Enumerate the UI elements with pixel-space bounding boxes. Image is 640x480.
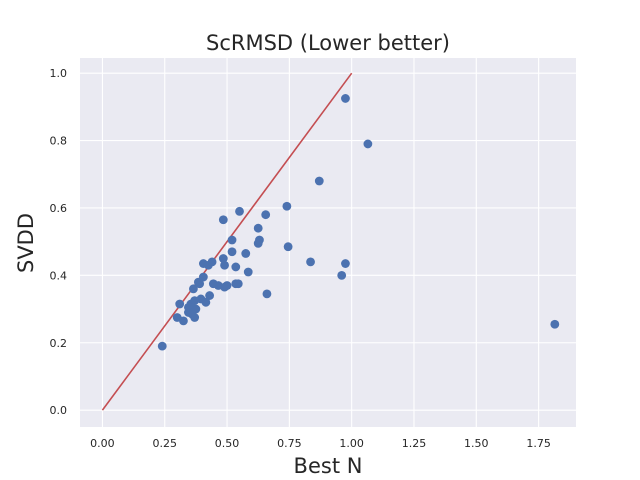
data-point bbox=[218, 254, 228, 263]
data-point bbox=[341, 259, 350, 268]
data-point bbox=[306, 257, 315, 267]
data-point bbox=[220, 260, 229, 270]
data-point bbox=[175, 299, 185, 309]
data-point bbox=[241, 249, 251, 258]
data-point bbox=[283, 242, 293, 252]
y-tick-labels: 0.0 0.2 0.4 0.6 0.8 1.0 bbox=[50, 67, 68, 417]
y-tick-label: 0.0 bbox=[50, 404, 68, 417]
data-point bbox=[201, 297, 211, 307]
y-tick-label: 0.8 bbox=[50, 135, 68, 148]
data-point bbox=[179, 316, 188, 326]
data-point bbox=[227, 235, 237, 245]
data-point bbox=[189, 284, 198, 294]
x-tick-labels: 0.00 0.25 0.50 0.75 1.00 1.25 1.50 1.75 bbox=[90, 437, 551, 450]
plot-area bbox=[80, 58, 576, 427]
data-point bbox=[253, 223, 263, 233]
data-point bbox=[207, 257, 217, 267]
x-tick-label: 0.50 bbox=[215, 437, 240, 450]
data-point bbox=[243, 267, 253, 277]
x-tick-label: 1.75 bbox=[526, 437, 551, 450]
x-axis-label: Best N bbox=[294, 454, 363, 478]
y-tick-label: 0.6 bbox=[50, 202, 68, 215]
data-point bbox=[341, 94, 350, 103]
data-point bbox=[363, 139, 373, 149]
data-point bbox=[218, 215, 228, 225]
x-tick-label: 1.50 bbox=[464, 437, 489, 450]
x-tick-label: 0.75 bbox=[277, 437, 302, 450]
data-point bbox=[233, 279, 243, 289]
reference-line bbox=[101, 72, 353, 411]
y-tick-label: 0.2 bbox=[50, 337, 68, 350]
data-point bbox=[190, 313, 200, 322]
data-point bbox=[198, 272, 208, 282]
data-point bbox=[191, 304, 201, 314]
data-point bbox=[195, 279, 205, 289]
data-point bbox=[205, 291, 215, 300]
x-tick-label: 0.25 bbox=[152, 437, 177, 450]
data-point bbox=[314, 176, 324, 186]
data-point bbox=[235, 206, 244, 216]
y-tick-label: 1.0 bbox=[50, 67, 68, 80]
reference-line-group bbox=[101, 72, 353, 411]
y-tick-label: 0.4 bbox=[50, 269, 68, 282]
x-tick-label: 1.00 bbox=[339, 437, 364, 450]
x-tick-label: 0.00 bbox=[90, 437, 115, 450]
data-point bbox=[550, 319, 560, 329]
x-tick-label: 1.25 bbox=[402, 437, 427, 450]
data-point bbox=[227, 247, 237, 257]
data-point bbox=[262, 289, 272, 299]
data-points bbox=[157, 94, 560, 351]
data-point bbox=[261, 210, 271, 220]
data-point bbox=[255, 235, 264, 245]
chart-title: ScRMSD (Lower better) bbox=[206, 31, 450, 55]
data-point bbox=[231, 262, 241, 272]
y-axis-label: SVDD bbox=[14, 213, 38, 273]
data-point bbox=[157, 341, 167, 351]
data-point bbox=[222, 281, 232, 290]
data-point bbox=[282, 201, 292, 211]
data-point bbox=[337, 270, 347, 280]
